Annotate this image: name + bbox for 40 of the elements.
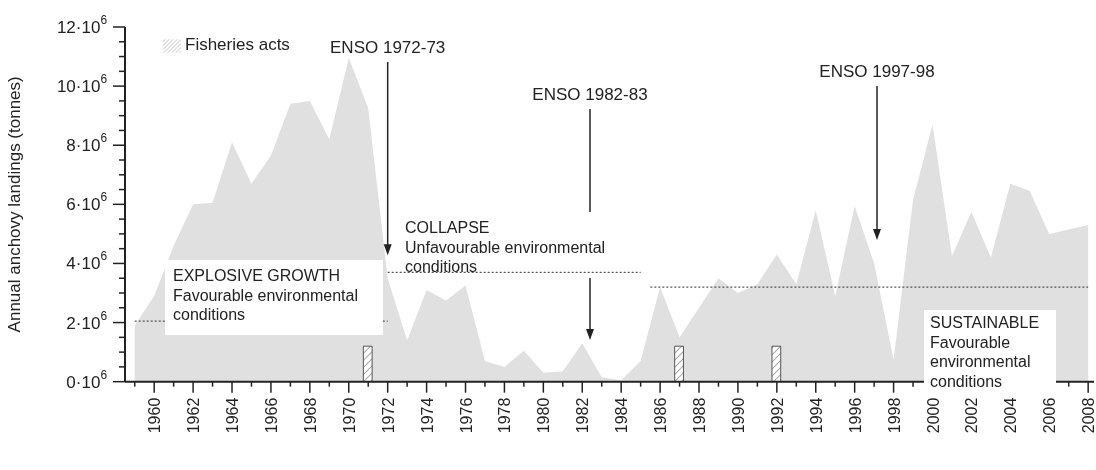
x-tick-label: 1998: [885, 397, 903, 434]
y-tick-label: 10·10$^{6}$: [56, 72, 108, 96]
x-tick-label: 1966: [262, 397, 280, 434]
y-axis-title: Annual anchovy landings (tonnes): [5, 76, 25, 333]
x-tick-label: 2006: [1040, 397, 1058, 434]
legend-label: Fisheries acts: [185, 35, 290, 54]
x-tick-label: 1980: [534, 397, 552, 434]
x-tick-label: 1962: [184, 397, 202, 434]
y-tick-label: 12·10$^{6}$: [56, 13, 108, 37]
x-tick-label: 1988: [690, 397, 708, 434]
y-tick-label: 0·10$^{6}$: [66, 367, 108, 392]
x-tick-label: 1990: [729, 397, 747, 434]
x-tick-label: 1968: [301, 397, 319, 434]
annotation: SUSTAINABLE Favourable environmental conditions: [924, 310, 1056, 394]
x-tick-label: 1964: [223, 397, 241, 434]
annotation: EXPLOSIVE GROWTH Favourable environmental conditions: [165, 260, 383, 335]
y-tick-label: 4·10$^{6}$: [66, 249, 108, 273]
x-tick-label: 1992: [768, 397, 786, 434]
annotation: COLLAPSE Unfavourable environmental conditions: [405, 218, 607, 277]
x-tick-label: 1960: [145, 397, 163, 434]
annotation: ENSO 1997-98: [819, 61, 935, 81]
x-tick-label: 1972: [379, 397, 397, 434]
x-tick-label: 1976: [457, 397, 475, 434]
x-tick-label: 1996: [846, 397, 864, 434]
x-tick-label: 1986: [651, 397, 669, 434]
x-tick-label: 1994: [807, 397, 825, 434]
x-tick-label: 1982: [573, 397, 591, 434]
annotation: ENSO 1982-83: [532, 84, 648, 104]
x-tick-label: 2002: [962, 397, 980, 434]
y-tick-label: 6·10$^{6}$: [66, 190, 108, 214]
x-tick-label: 1984: [612, 397, 630, 434]
x-tick-label: 1970: [340, 397, 358, 434]
annotation: ENSO 1972-73: [330, 37, 446, 57]
x-tick-label: 1974: [418, 397, 436, 434]
x-tick-label: 2000: [924, 397, 941, 434]
x-tick-label: 2008: [1079, 397, 1096, 434]
x-tick-label: 1978: [495, 397, 513, 434]
y-tick-label: 8·10$^{6}$: [66, 131, 108, 155]
y-tick-label: 2·10$^{6}$: [66, 308, 108, 333]
x-tick-label: 2004: [1001, 397, 1019, 434]
